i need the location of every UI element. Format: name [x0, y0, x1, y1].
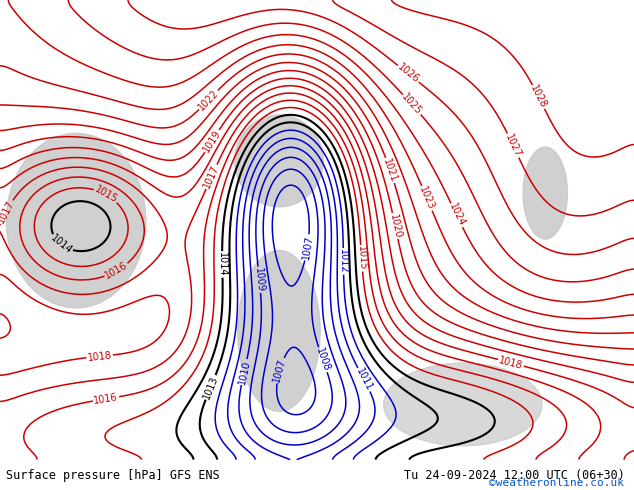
Text: 1015: 1015	[356, 245, 368, 271]
Text: 1011: 1011	[354, 367, 374, 393]
Text: 1016: 1016	[93, 392, 119, 406]
Text: 1008: 1008	[314, 346, 332, 373]
Text: Surface pressure [hPa] GFS ENS: Surface pressure [hPa] GFS ENS	[6, 469, 220, 482]
Ellipse shape	[384, 363, 542, 446]
Text: Tu 24-09-2024 12:00 UTC (06+30): Tu 24-09-2024 12:00 UTC (06+30)	[404, 469, 624, 482]
Text: 1024: 1024	[447, 202, 467, 228]
Text: 1016: 1016	[103, 260, 130, 281]
Text: 1009: 1009	[253, 267, 266, 293]
Ellipse shape	[6, 133, 146, 308]
Text: 1007: 1007	[301, 235, 314, 260]
Text: 1023: 1023	[418, 185, 436, 212]
Text: 1027: 1027	[503, 132, 523, 159]
Text: 1014: 1014	[217, 252, 228, 277]
Text: 1021: 1021	[382, 157, 399, 184]
Text: 1018: 1018	[87, 350, 112, 363]
Text: 1017: 1017	[202, 164, 221, 190]
Text: 1020: 1020	[388, 213, 403, 239]
Text: 1022: 1022	[196, 88, 221, 112]
Ellipse shape	[235, 115, 323, 207]
Text: 1013: 1013	[202, 374, 220, 401]
Text: 1007: 1007	[271, 357, 288, 384]
Text: 1015: 1015	[93, 184, 119, 205]
Ellipse shape	[238, 250, 320, 412]
Text: 1026: 1026	[396, 62, 421, 85]
Ellipse shape	[523, 147, 567, 239]
Text: 1014: 1014	[48, 233, 74, 256]
Text: 1010: 1010	[236, 359, 252, 385]
Text: 1012: 1012	[339, 249, 349, 274]
Text: 1017: 1017	[0, 199, 16, 225]
Text: 1019: 1019	[201, 128, 223, 154]
Text: 1028: 1028	[529, 83, 548, 110]
Text: 1025: 1025	[400, 92, 424, 117]
Text: 1018: 1018	[498, 355, 524, 371]
Text: ©weatheronline.co.uk: ©weatheronline.co.uk	[489, 478, 624, 489]
